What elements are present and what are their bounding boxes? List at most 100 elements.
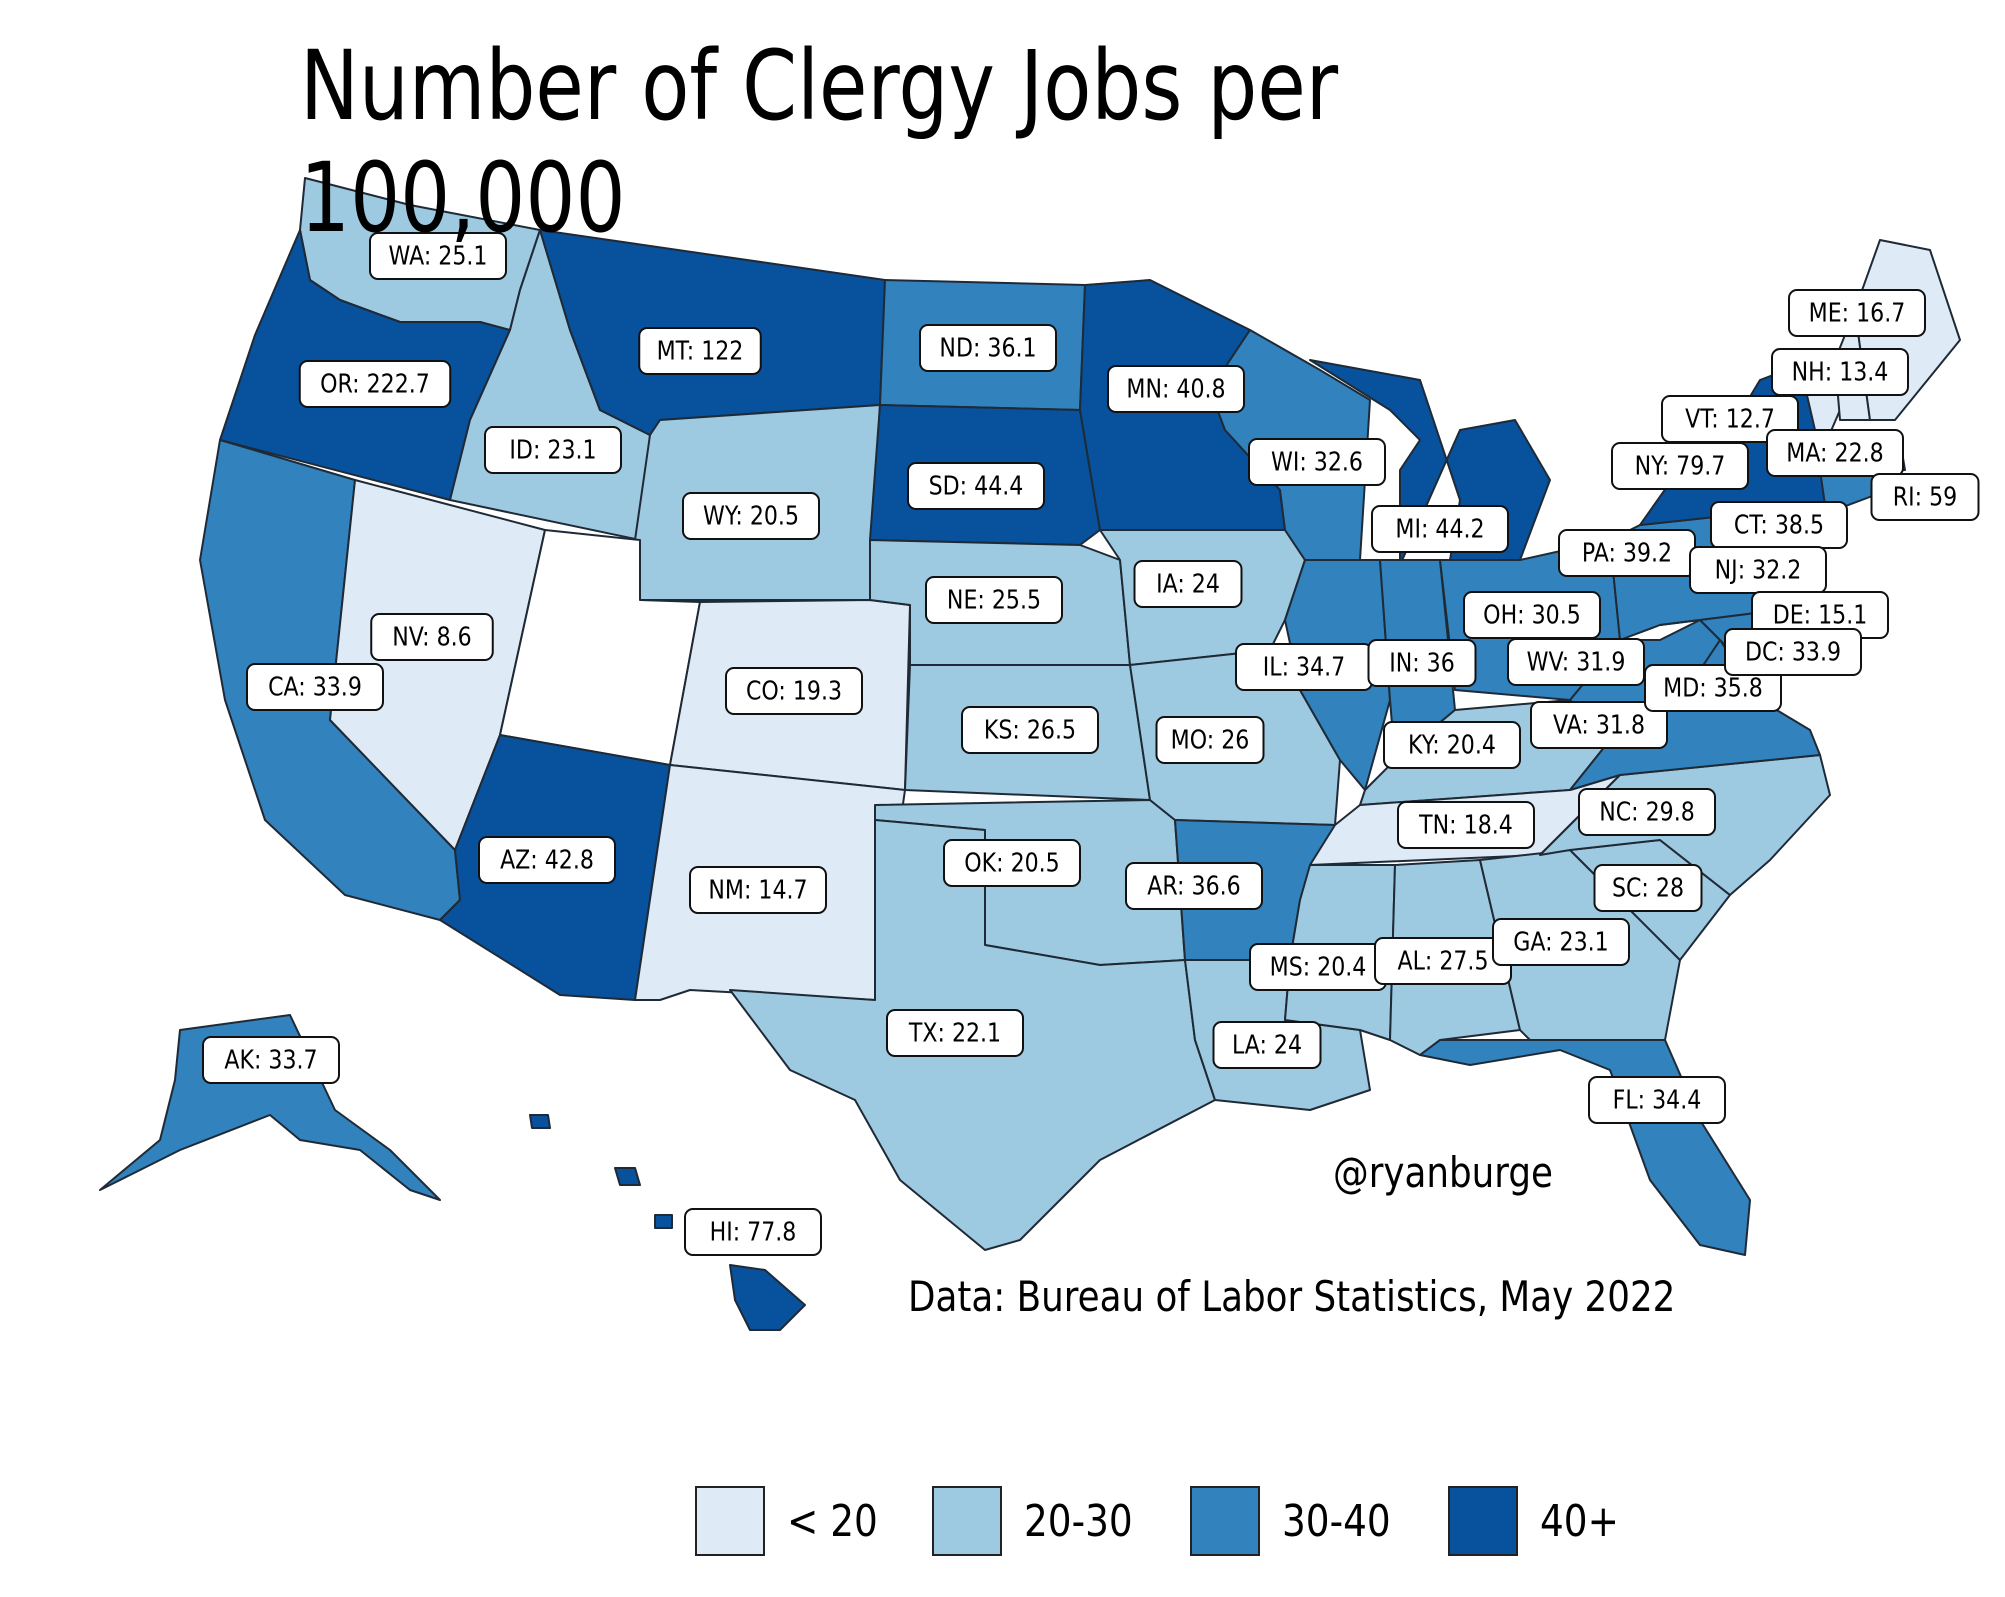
state-label-hi: HI: 77.8 xyxy=(684,1208,822,1256)
state-label-box-mt xyxy=(638,327,762,375)
state-label-ga: GA: 23.1 xyxy=(1492,918,1630,966)
state-label-text-fl: FL: 34.4 xyxy=(1613,1085,1702,1115)
state-label-text-ny: NY: 79.7 xyxy=(1635,451,1726,481)
state-label-text-nj: NJ: 32.2 xyxy=(1715,555,1802,585)
state-label-text-nv: NV: 8.6 xyxy=(392,622,471,652)
state-label-box-mi xyxy=(1371,505,1509,553)
state-label-la: LA: 24 xyxy=(1212,1021,1322,1069)
state-label-text-al: AL: 27.5 xyxy=(1397,946,1488,976)
state-label-wy: WY: 20.5 xyxy=(682,492,820,540)
state-label-dc: DC: 33.9 xyxy=(1724,628,1862,676)
state-label-il: IL: 34.7 xyxy=(1235,643,1373,691)
legend-item-30-40: 30-40 xyxy=(1189,1486,1410,1556)
state-label-ms: MS: 20.4 xyxy=(1249,943,1387,991)
state-label-text-ia: IA: 24 xyxy=(1156,569,1220,599)
state-label-box-mo xyxy=(1155,716,1265,764)
legend-item-20-30: 20-30 xyxy=(931,1486,1152,1556)
state-label-text-ar: AR: 36.6 xyxy=(1147,871,1240,901)
state-label-ca: CA: 33.9 xyxy=(246,663,384,711)
state-label-text-il: IL: 34.7 xyxy=(1263,652,1345,682)
state-label-box-md xyxy=(1644,664,1782,712)
state-label-text-ms: MS: 20.4 xyxy=(1270,952,1367,982)
state-label-or: OR: 222.7 xyxy=(298,360,452,408)
state-label-text-mo: MO: 26 xyxy=(1171,725,1250,755)
state-label-ar: AR: 36.6 xyxy=(1125,862,1263,910)
state-label-mt: MT: 122 xyxy=(638,327,762,375)
author-credit: @ryanburge xyxy=(1333,1148,1553,1197)
state-label-tn: TN: 18.4 xyxy=(1397,801,1535,849)
state-label-box-me xyxy=(1788,289,1926,337)
state-label-text-mn: MN: 40.8 xyxy=(1126,374,1225,404)
state-label-ny: NY: 79.7 xyxy=(1611,442,1749,490)
legend-swatch-lt20 xyxy=(695,1486,765,1556)
state-label-mo: MO: 26 xyxy=(1155,716,1265,764)
state-label-box-ks xyxy=(961,706,1099,754)
state-label-va: VA: 31.8 xyxy=(1530,701,1668,749)
state-label-box-ar xyxy=(1125,862,1263,910)
state-label-box-sd xyxy=(907,462,1045,510)
state-label-text-vt: VT: 12.7 xyxy=(1685,404,1775,434)
state-label-text-de: DE: 15.1 xyxy=(1773,600,1868,630)
state-label-wa: WA: 25.1 xyxy=(369,232,507,280)
state-label-box-wv xyxy=(1507,638,1645,686)
state-label-text-hi: HI: 77.8 xyxy=(710,1217,797,1247)
state-label-pa: PA: 39.2 xyxy=(1558,529,1696,577)
state-label-box-wi xyxy=(1248,438,1386,486)
state-label-text-mi: MI: 44.2 xyxy=(1395,514,1484,544)
state-label-text-wi: WI: 32.6 xyxy=(1271,447,1363,477)
state-label-text-me: ME: 16.7 xyxy=(1809,298,1906,328)
legend-item-lt20: < 20 xyxy=(695,1486,894,1556)
state-label-md: MD: 35.8 xyxy=(1644,664,1782,712)
state-label-text-ri: RI: 59 xyxy=(1893,482,1957,512)
state-label-box-sc xyxy=(1593,864,1703,912)
state-label-ne: NE: 25.5 xyxy=(925,576,1063,624)
state-label-box-nv xyxy=(370,613,494,661)
state-label-box-ca xyxy=(246,663,384,711)
state-label-nj: NJ: 32.2 xyxy=(1689,546,1827,594)
legend-swatch-30-40 xyxy=(1189,1486,1260,1556)
state-label-box-or xyxy=(298,360,452,408)
state-label-text-md: MD: 35.8 xyxy=(1663,673,1763,703)
legend-label-40plus: 40+ xyxy=(1539,1495,1619,1547)
state-label-ks: KS: 26.5 xyxy=(961,706,1099,754)
state-label-box-ok xyxy=(943,839,1081,887)
state-label-ky: KY: 20.4 xyxy=(1383,721,1521,769)
state-label-box-nh xyxy=(1771,348,1909,396)
state-label-box-wy xyxy=(682,492,820,540)
state-label-box-nm xyxy=(689,866,827,914)
state-label-box-dc xyxy=(1724,628,1862,676)
state-label-text-sc: SC: 28 xyxy=(1612,873,1684,903)
state-label-box-co xyxy=(725,667,863,715)
legend-item-40plus: 40+ xyxy=(1447,1486,1633,1556)
state-label-text-va: VA: 31.8 xyxy=(1553,710,1645,740)
state-label-az: AZ: 42.8 xyxy=(478,836,616,884)
state-label-ak: AK: 33.7 xyxy=(202,1036,340,1084)
state-label-text-ne: NE: 25.5 xyxy=(947,585,1041,615)
state-label-box-tx xyxy=(886,1009,1024,1057)
state-label-text-az: AZ: 42.8 xyxy=(500,845,594,875)
legend-label-20-30: 20-30 xyxy=(1023,1495,1133,1547)
state-label-me: ME: 16.7 xyxy=(1788,289,1926,337)
state-label-box-ma xyxy=(1766,429,1904,477)
state-label-text-nh: NH: 13.4 xyxy=(1792,357,1889,387)
state-ak xyxy=(99,1014,441,1201)
state-label-text-nd: ND: 36.1 xyxy=(939,333,1036,363)
state-label-box-va xyxy=(1530,701,1668,749)
legend: < 20 20-30 30-40 40+ xyxy=(695,1485,1670,1557)
state-label-text-id: ID: 23.1 xyxy=(509,435,596,465)
legend-label-30-40: 30-40 xyxy=(1281,1495,1391,1547)
legend-swatch-40plus xyxy=(1447,1486,1518,1556)
state-label-text-nm: NM: 14.7 xyxy=(708,875,807,905)
state-label-box-tn xyxy=(1397,801,1535,849)
state-label-text-dc: DC: 33.9 xyxy=(1745,637,1841,667)
state-label-text-wa: WA: 25.1 xyxy=(389,241,488,271)
state-label-vt: VT: 12.7 xyxy=(1661,395,1799,443)
state-label-text-nc: NC: 29.8 xyxy=(1599,797,1695,827)
state-label-ri: RI: 59 xyxy=(1870,473,1980,521)
state-label-oh: OH: 30.5 xyxy=(1463,591,1601,639)
state-label-text-oh: OH: 30.5 xyxy=(1483,600,1581,630)
state-label-text-ak: AK: 33.7 xyxy=(224,1045,317,1075)
legend-swatch-20-30 xyxy=(931,1486,1002,1556)
state-label-box-hi xyxy=(684,1208,822,1256)
